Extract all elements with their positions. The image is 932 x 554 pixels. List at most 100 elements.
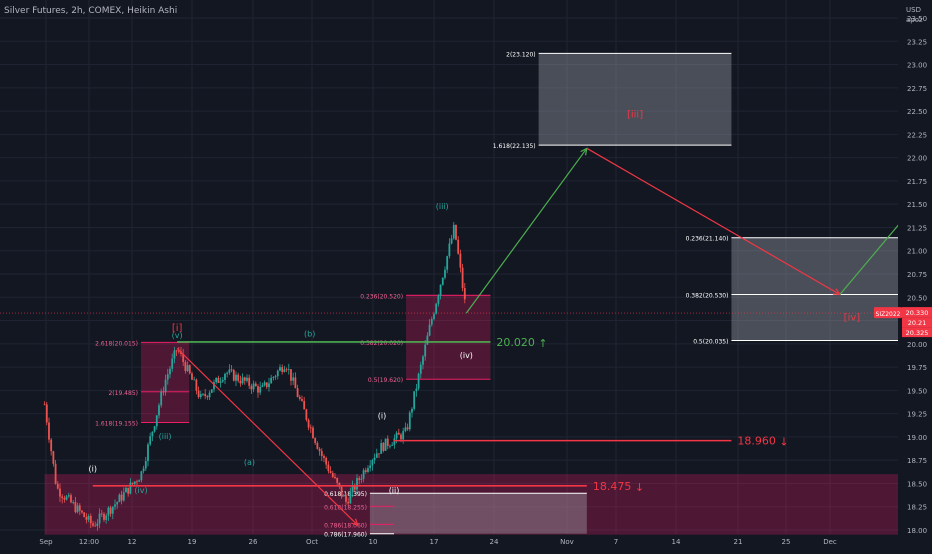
x-tick-label: 26 [249, 538, 258, 546]
y-tick-label: 18.00 [907, 527, 927, 535]
candle-body [186, 365, 189, 372]
candle-body [353, 485, 356, 490]
candle-body [202, 393, 204, 395]
candle-body [294, 377, 297, 389]
candle-body [257, 386, 259, 393]
candle-body [254, 383, 257, 387]
x-tick-label: 10 [369, 538, 378, 546]
level-arrow: ↓ [635, 481, 644, 494]
candle-body [439, 284, 442, 296]
candle-body [364, 470, 367, 472]
candle-body [261, 385, 264, 387]
candle-body [301, 398, 303, 401]
fib-label: 2(23.120) [506, 51, 536, 58]
candle-body [72, 502, 75, 503]
candle-body [78, 505, 81, 511]
candle-body [263, 382, 266, 386]
y-tick-label: 18.75 [907, 457, 927, 465]
candle-body [433, 313, 435, 320]
x-tick-label: 25 [782, 538, 791, 546]
candle-body [144, 461, 147, 469]
candle-body [125, 487, 127, 493]
candle-body [373, 457, 376, 461]
candle-body [210, 389, 213, 393]
candle-body [116, 502, 119, 505]
fib-label: 0.5(20.035) [693, 339, 728, 346]
candle-body [327, 464, 330, 472]
candle-body [232, 369, 235, 381]
candle-body [250, 385, 253, 390]
candle-body [241, 377, 244, 384]
candle-body [452, 224, 455, 239]
candle-body [435, 303, 438, 314]
candle-body [428, 324, 431, 336]
y-tick-label: 20.75 [907, 271, 927, 279]
candle-body [131, 482, 134, 484]
candle-body [177, 350, 180, 352]
projection [176, 147, 932, 527]
candle-body [208, 392, 211, 398]
fib-label: 0.786(17.960) [324, 532, 367, 539]
candle-body [151, 431, 154, 437]
wave-label: [iii] [627, 110, 643, 121]
candle-body [54, 463, 57, 484]
y-tick-label: 19.00 [907, 434, 927, 442]
candle-body [191, 373, 193, 380]
chart-title: Silver Futures, 2h, COMEX, Heikin Ashi [4, 6, 177, 16]
candle-body [408, 412, 411, 430]
candle-body [314, 438, 317, 444]
candle-body [147, 444, 149, 462]
candle-body [87, 515, 90, 520]
candle-body [380, 443, 383, 454]
candle-body [226, 372, 229, 374]
x-axis[interactable]: Sep 12:00 12 19 26 Oct 10 17 24 Nov 7 14 21 25 Dec [39, 538, 837, 546]
candle-body [142, 468, 145, 472]
fib-label: 2(19.485) [108, 390, 138, 397]
candle-body [292, 377, 295, 381]
candle-body [43, 404, 46, 406]
x-tick-label: Sep [39, 538, 53, 546]
candle-body [153, 426, 156, 432]
candle-body [70, 495, 72, 503]
candle-body [283, 369, 286, 372]
candle-body [169, 368, 171, 375]
candle-body [100, 513, 103, 515]
candle-body [338, 482, 341, 487]
candle-body [450, 238, 453, 244]
candle-body [382, 443, 385, 451]
candle-body [384, 438, 387, 451]
candle-body [395, 432, 398, 439]
candle-body [230, 369, 233, 371]
candle-body [351, 485, 354, 492]
fib-label: 0.5(19.620) [368, 377, 403, 384]
candle-body [303, 400, 306, 410]
level-label: 18.960 [737, 435, 776, 448]
candle-body [122, 492, 125, 501]
candle-body [199, 394, 202, 398]
y-tick-label: 22.00 [907, 155, 927, 163]
candle-body [76, 505, 79, 513]
candle-body [406, 427, 409, 430]
y-tick-label: 21.75 [907, 178, 927, 186]
candle-body [391, 444, 394, 446]
wave-labels: [i](v) (b) (iii) (a) (i) (iv) (i) (ii) (iii) (iv)… [89, 110, 861, 495]
candle-body [329, 471, 332, 474]
candle-body [272, 376, 275, 378]
x-tick-label: 14 [672, 538, 681, 546]
candle-body [323, 456, 325, 458]
x-tick-label: Dec [823, 538, 837, 546]
candle-body [74, 502, 77, 513]
candle-body [371, 460, 374, 466]
x-tick-label: Oct [306, 538, 318, 546]
candle-body [296, 388, 299, 398]
candle-body [430, 319, 433, 325]
candle-body [239, 380, 242, 384]
price-tag-bg [902, 327, 932, 338]
unit-label: apoz [906, 16, 923, 24]
candle-body [221, 379, 224, 382]
candle-body [59, 488, 61, 497]
projection-line [839, 184, 932, 295]
